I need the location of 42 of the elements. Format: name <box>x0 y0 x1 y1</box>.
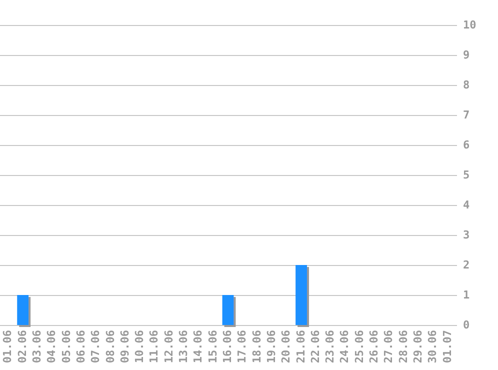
x-tick-label: 14.06 <box>192 330 205 364</box>
y-tick-label: 0 <box>463 318 470 332</box>
x-tick-label: 21.06 <box>294 330 308 364</box>
x-tick-label: 07.06 <box>89 330 102 364</box>
y-tick-label: 7 <box>463 108 470 122</box>
y-tick-label: 3 <box>463 228 470 242</box>
x-tick-label: 11.06 <box>148 330 161 364</box>
x-tick-label: 01.07 <box>440 330 454 364</box>
x-tick-label: 12.06 <box>162 330 176 364</box>
x-tick-label: 10.06 <box>133 330 146 364</box>
y-tick-label: 1 <box>463 288 470 302</box>
x-tick-label: 28.06 <box>396 330 410 364</box>
x-tick-label: 19.06 <box>264 330 278 364</box>
x-tick-label: 08.06 <box>104 330 117 364</box>
x-tick-label: 20.06 <box>280 330 293 364</box>
x-tick-label: 25.06 <box>352 330 366 364</box>
x-tick-label: 01.06 <box>1 330 14 364</box>
x-tick-label: 30.06 <box>426 330 440 364</box>
y-tick-label: 5 <box>463 168 470 182</box>
x-tick-label: 05.06 <box>60 330 73 364</box>
y-tick-label: 6 <box>463 138 470 152</box>
x-tick-label: 29.06 <box>412 330 425 364</box>
x-tick-label: 15.06 <box>206 330 220 364</box>
x-tick-label: 16.06 <box>221 330 234 364</box>
x-tick-label: 24.06 <box>338 330 352 364</box>
x-tick-label: 06.06 <box>74 330 88 364</box>
x-tick-label: 26.06 <box>368 330 381 364</box>
y-tick-label: 8 <box>463 78 470 92</box>
x-tick-label: 18.06 <box>250 330 264 364</box>
x-tick-label: 13.06 <box>177 330 190 364</box>
x-tick-label: 09.06 <box>118 330 132 364</box>
y-tick-label: 2 <box>463 258 470 272</box>
y-tick-label: 9 <box>463 48 470 62</box>
x-tick-label: 17.06 <box>236 330 249 364</box>
y-tick-label: 4 <box>463 198 470 212</box>
x-tick-label: 03.06 <box>30 330 44 364</box>
x-tick-label: 04.06 <box>45 330 58 364</box>
x-tick-label: 22.06 <box>308 330 322 364</box>
x-tick-label: 02.06 <box>16 330 29 364</box>
x-tick-label: 27.06 <box>382 330 396 364</box>
x-tick-label: 23.06 <box>324 330 337 364</box>
y-tick-label: 10 <box>463 18 476 32</box>
